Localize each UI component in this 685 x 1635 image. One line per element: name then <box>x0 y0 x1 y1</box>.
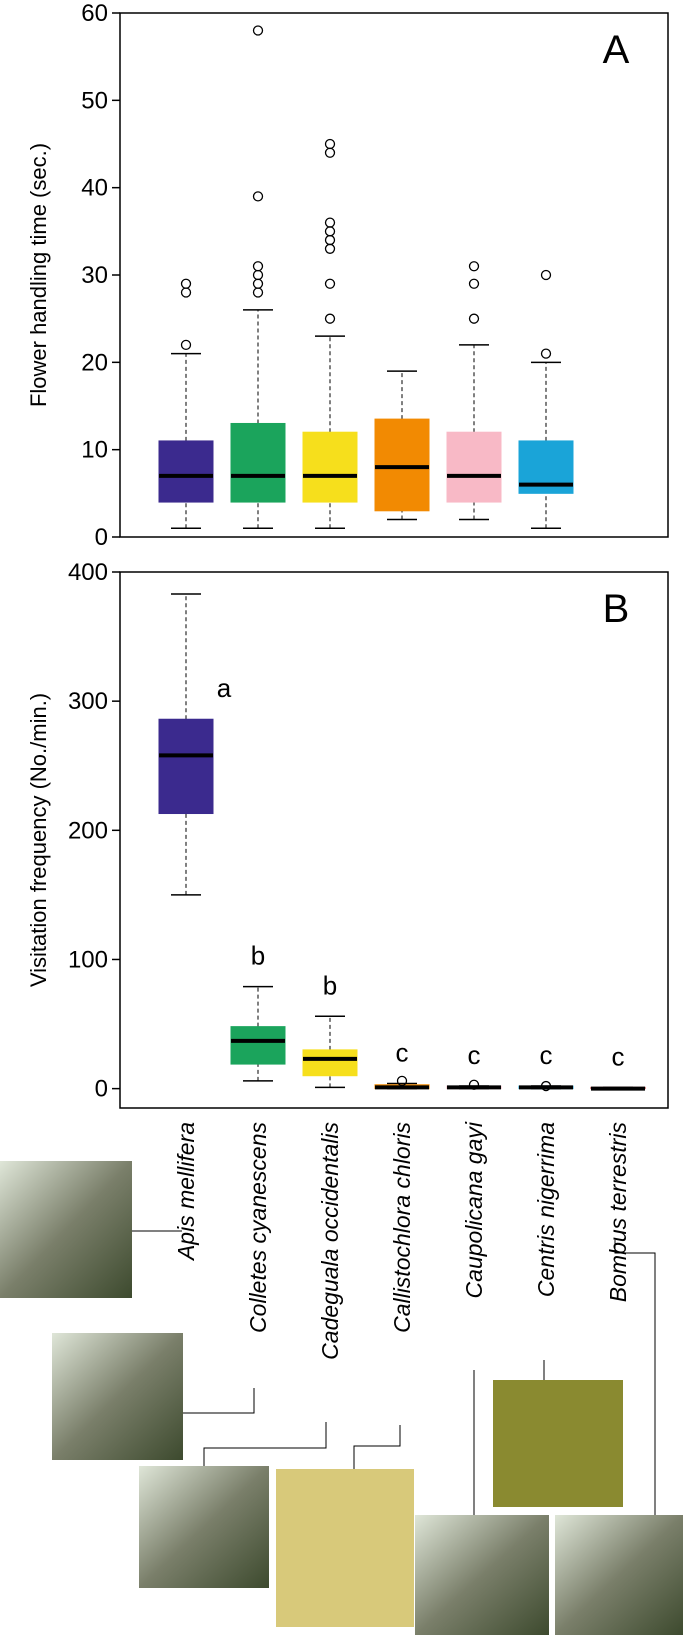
outlier <box>180 287 192 298</box>
x-tick-label: Cadeguala occidentalis <box>317 1122 343 1360</box>
y-tick-label: 0 <box>95 1076 108 1103</box>
outlier <box>468 1079 480 1090</box>
outlier <box>252 287 264 298</box>
outlier <box>324 217 336 228</box>
box <box>158 718 214 815</box>
outlier <box>252 191 264 202</box>
y-tick-label: 10 <box>81 437 108 464</box>
y-tick-label: 300 <box>68 688 108 715</box>
photo <box>52 1333 183 1460</box>
significance-letter: c <box>396 1037 409 1067</box>
significance-letter: c <box>468 1040 481 1070</box>
outlier <box>468 313 480 324</box>
outlier <box>324 147 336 158</box>
significance-letter: c <box>612 1041 625 1071</box>
photo <box>0 1161 132 1298</box>
outlier <box>540 348 552 359</box>
box <box>302 1049 358 1077</box>
significance-letter: c <box>540 1040 553 1070</box>
y-tick-label: 50 <box>81 87 108 114</box>
y-axis-label: Visitation frequency (No./min.) <box>26 693 51 987</box>
significance-letter: b <box>323 970 337 1000</box>
x-tick-label: Caupolicana gayi <box>461 1121 487 1298</box>
y-tick-label: 0 <box>95 524 108 551</box>
box <box>374 418 430 512</box>
connector <box>614 1240 656 1515</box>
photo <box>415 1515 549 1635</box>
outlier <box>468 278 480 289</box>
x-tick-label: Apis mellifera <box>173 1122 199 1262</box>
panel-label: A <box>603 28 630 72</box>
outlier <box>324 313 336 324</box>
outlier <box>324 278 336 289</box>
x-tick-label: Centris nigerrima <box>533 1122 559 1297</box>
y-axis-label: Flower handling time (sec.) <box>26 143 51 407</box>
connector <box>183 1388 255 1414</box>
outlier <box>252 261 264 272</box>
photo <box>493 1380 623 1507</box>
outlier <box>396 1075 408 1087</box>
significance-letter: a <box>217 673 232 703</box>
y-tick-label: 400 <box>68 559 108 586</box>
outlier <box>252 269 264 281</box>
y-tick-label: 60 <box>81 0 108 27</box>
box <box>446 431 502 503</box>
x-tick-label: Bombus terrestris <box>605 1122 631 1303</box>
box <box>158 440 214 503</box>
x-tick-label: Colletes cyanescens <box>245 1122 271 1333</box>
significance-letter: b <box>251 941 265 971</box>
outlier <box>180 339 192 351</box>
y-tick-label: 40 <box>81 175 108 202</box>
photo <box>555 1515 683 1635</box>
y-tick-label: 20 <box>81 349 108 376</box>
photo <box>139 1466 269 1588</box>
outlier <box>324 243 336 254</box>
x-tick-label: Callistochlora chloris <box>389 1122 415 1333</box>
outlier <box>252 25 264 36</box>
photos <box>0 1161 683 1635</box>
connector <box>203 1422 327 1466</box>
outlier <box>324 138 336 150</box>
panel-label: B <box>603 587 630 631</box>
photo <box>276 1469 414 1627</box>
box <box>302 431 358 503</box>
connector <box>353 1425 401 1469</box>
outlier <box>180 278 192 289</box>
box <box>230 422 286 503</box>
box <box>230 1026 286 1065</box>
y-tick-label: 200 <box>68 817 108 844</box>
plot-frame <box>119 571 669 1109</box>
y-tick-label: 100 <box>68 946 108 973</box>
outlier <box>540 269 552 281</box>
outlier <box>324 234 336 246</box>
outlier <box>540 1080 552 1092</box>
outlier <box>468 261 480 272</box>
y-tick-label: 30 <box>81 262 108 289</box>
outlier <box>324 226 336 237</box>
outlier <box>252 278 264 289</box>
